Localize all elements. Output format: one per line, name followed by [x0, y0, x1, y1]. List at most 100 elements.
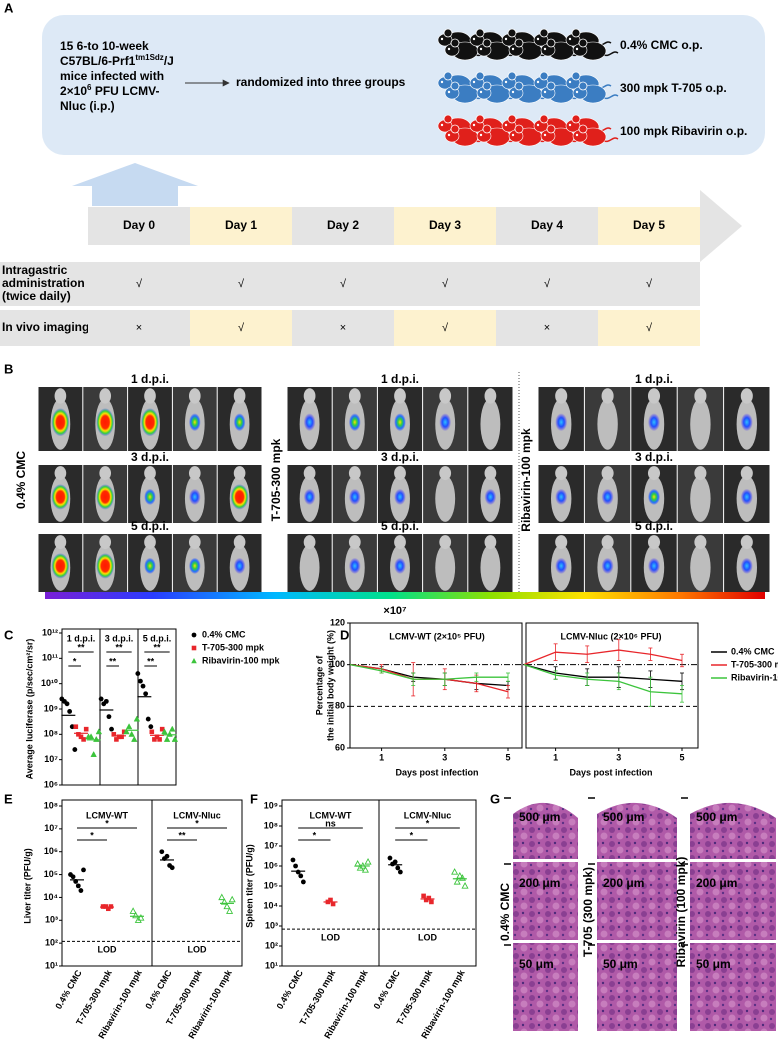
point [137, 914, 145, 921]
mouse-ear [443, 28, 453, 38]
mouse-eye [536, 37, 540, 41]
timepoint-label: 1 d.p.i. [131, 372, 169, 386]
scale-label: 200 μm [519, 876, 560, 890]
point [90, 750, 97, 757]
row-cell-text: √ [238, 278, 245, 290]
mouse-image-head [144, 535, 156, 550]
point [356, 863, 364, 871]
mouse-image [690, 544, 711, 591]
significance-label: * [73, 656, 77, 666]
signal [740, 413, 753, 432]
mouse-image-head [348, 466, 361, 481]
mouse-eye [504, 80, 508, 84]
x-tick-label: 3 [442, 752, 447, 762]
mouse-eye [575, 47, 579, 51]
mouse-image-head [394, 388, 406, 404]
point [93, 735, 100, 742]
point [429, 899, 434, 905]
scale-label: 50 μm [696, 957, 731, 971]
group-label: T-705-300 mpk [269, 438, 283, 521]
mouse-ear [578, 124, 588, 134]
description-part: tm1Sdz [135, 53, 163, 62]
point [81, 867, 86, 873]
y-tick-label: 100 [330, 659, 345, 669]
x-tick-label: 0.4% CMC [275, 968, 306, 1011]
point [461, 882, 469, 889]
y-tick-label: 10³ [265, 920, 278, 930]
point [72, 747, 78, 752]
signal [740, 557, 753, 575]
point [293, 863, 298, 869]
x-tick-label: 0.4% CMC [53, 968, 84, 1011]
histology-image [513, 802, 578, 859]
scale-label: 500 μm [696, 810, 737, 824]
mouse-ear [475, 114, 485, 124]
row-cell [190, 310, 292, 346]
mouse-eye [479, 90, 483, 94]
y-tick-label: 80 [335, 701, 345, 711]
legend-label: 0.4% CMC [202, 629, 246, 639]
mouse-image-head [484, 535, 497, 550]
mouse-ear [578, 38, 588, 48]
point [152, 737, 157, 742]
point [392, 859, 398, 865]
mouse-image [690, 475, 711, 522]
signal [555, 413, 568, 432]
y-axis-label: the initial body weight (%) [325, 630, 335, 741]
timepoint-label: 1 d.p.i. [635, 372, 673, 386]
signal [601, 488, 614, 506]
mouse-eye [479, 47, 483, 51]
day-cell [496, 207, 598, 245]
mouse-ear [539, 28, 549, 38]
significance-label: ns [325, 818, 336, 828]
panel-label: E [4, 791, 13, 806]
mouse-ear [450, 38, 460, 48]
signal [439, 413, 452, 432]
point [330, 901, 336, 907]
mouse-image-head [647, 535, 661, 550]
point [114, 737, 119, 742]
histology-image [597, 862, 677, 940]
mouse-ear [539, 71, 549, 81]
mouse-ear [546, 38, 556, 48]
histology-image [690, 943, 776, 1031]
signal [601, 557, 614, 575]
mouse-image-head [439, 388, 452, 404]
row-label-cell [0, 310, 88, 346]
mouse-image-head [601, 535, 614, 550]
day-label: Day 5 [633, 218, 665, 232]
row-cell [292, 310, 394, 346]
section-title: LCMV-Nluc (2×10⁶ PFU) [561, 631, 662, 641]
group-label: Ribavirin (100 mpk) [674, 857, 688, 968]
y-tick-label: 10⁷ [44, 754, 58, 764]
point [116, 734, 122, 740]
point [140, 683, 146, 689]
scale-label: 50 μm [603, 957, 638, 971]
histology-image [513, 943, 578, 1031]
description-part: Nluc (i.p.) [60, 99, 115, 113]
timepoint-label: 5 d.p.i. [131, 519, 169, 533]
mouse-ear [514, 124, 524, 134]
point [87, 733, 95, 740]
description-part: /J [164, 54, 174, 68]
significance-label: * [313, 830, 317, 840]
mouse-ear [475, 71, 485, 81]
mouse-ear [443, 114, 453, 124]
row-cell [598, 262, 700, 306]
y-tick-label: 10² [45, 938, 58, 948]
legend-label: 0.4% CMC [731, 646, 775, 656]
point [125, 723, 133, 730]
timepoint-label: 3 d.p.i. [635, 450, 673, 464]
scale-label: 50 μm [519, 957, 554, 971]
plot-frame [525, 622, 699, 749]
mouse-eye [536, 123, 540, 127]
y-tick-label: 120 [330, 617, 345, 627]
point [154, 734, 160, 740]
timepoint-label: 1 d.p.i. [381, 372, 419, 386]
signal [394, 413, 406, 432]
significance-label: * [426, 818, 430, 828]
signal [303, 488, 316, 506]
point [64, 701, 70, 707]
signal [484, 488, 497, 506]
point [81, 737, 86, 742]
